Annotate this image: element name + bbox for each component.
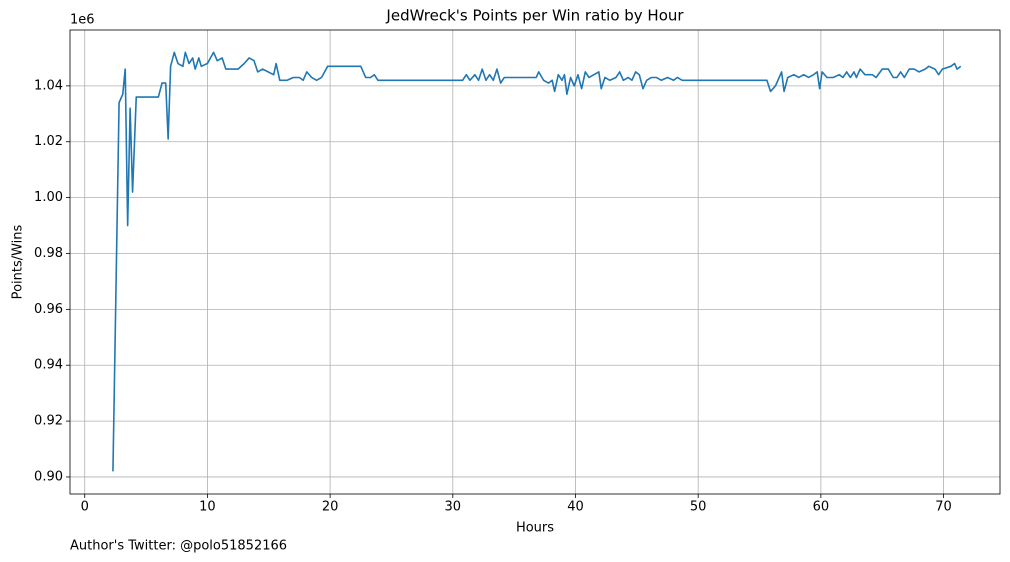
x-tick-label: 40 — [567, 500, 584, 515]
x-tick-label: 10 — [199, 500, 216, 515]
y-offset-label: 1e6 — [70, 13, 95, 28]
y-tick-label: 0.98 — [34, 246, 63, 261]
y-tick-label: 1.04 — [34, 78, 63, 93]
y-tick-label: 0.94 — [34, 358, 63, 373]
x-tick-label: 50 — [690, 500, 707, 515]
y-tick-label: 0.96 — [34, 302, 63, 317]
x-tick-label: 0 — [81, 500, 89, 515]
x-tick-label: 30 — [445, 500, 462, 515]
x-tick-label: 70 — [935, 500, 952, 515]
y-tick-label: 1.02 — [34, 134, 63, 149]
x-tick-label: 20 — [322, 500, 339, 515]
plot-frame — [69, 29, 1001, 495]
y-axis-label: Points/Wins — [11, 224, 26, 299]
x-tick-label: 60 — [813, 500, 830, 515]
y-tick-label: 0.90 — [34, 469, 63, 484]
chart-title: JedWreck's Points per Win ratio by Hour — [385, 7, 684, 25]
y-tick-label: 1.00 — [34, 190, 63, 205]
data-line — [112, 51, 962, 472]
x-axis-label: Hours — [516, 521, 554, 536]
footer: Author's Twitter: @polo51852166 — [70, 539, 287, 554]
y-tick-label: 0.92 — [34, 414, 63, 429]
